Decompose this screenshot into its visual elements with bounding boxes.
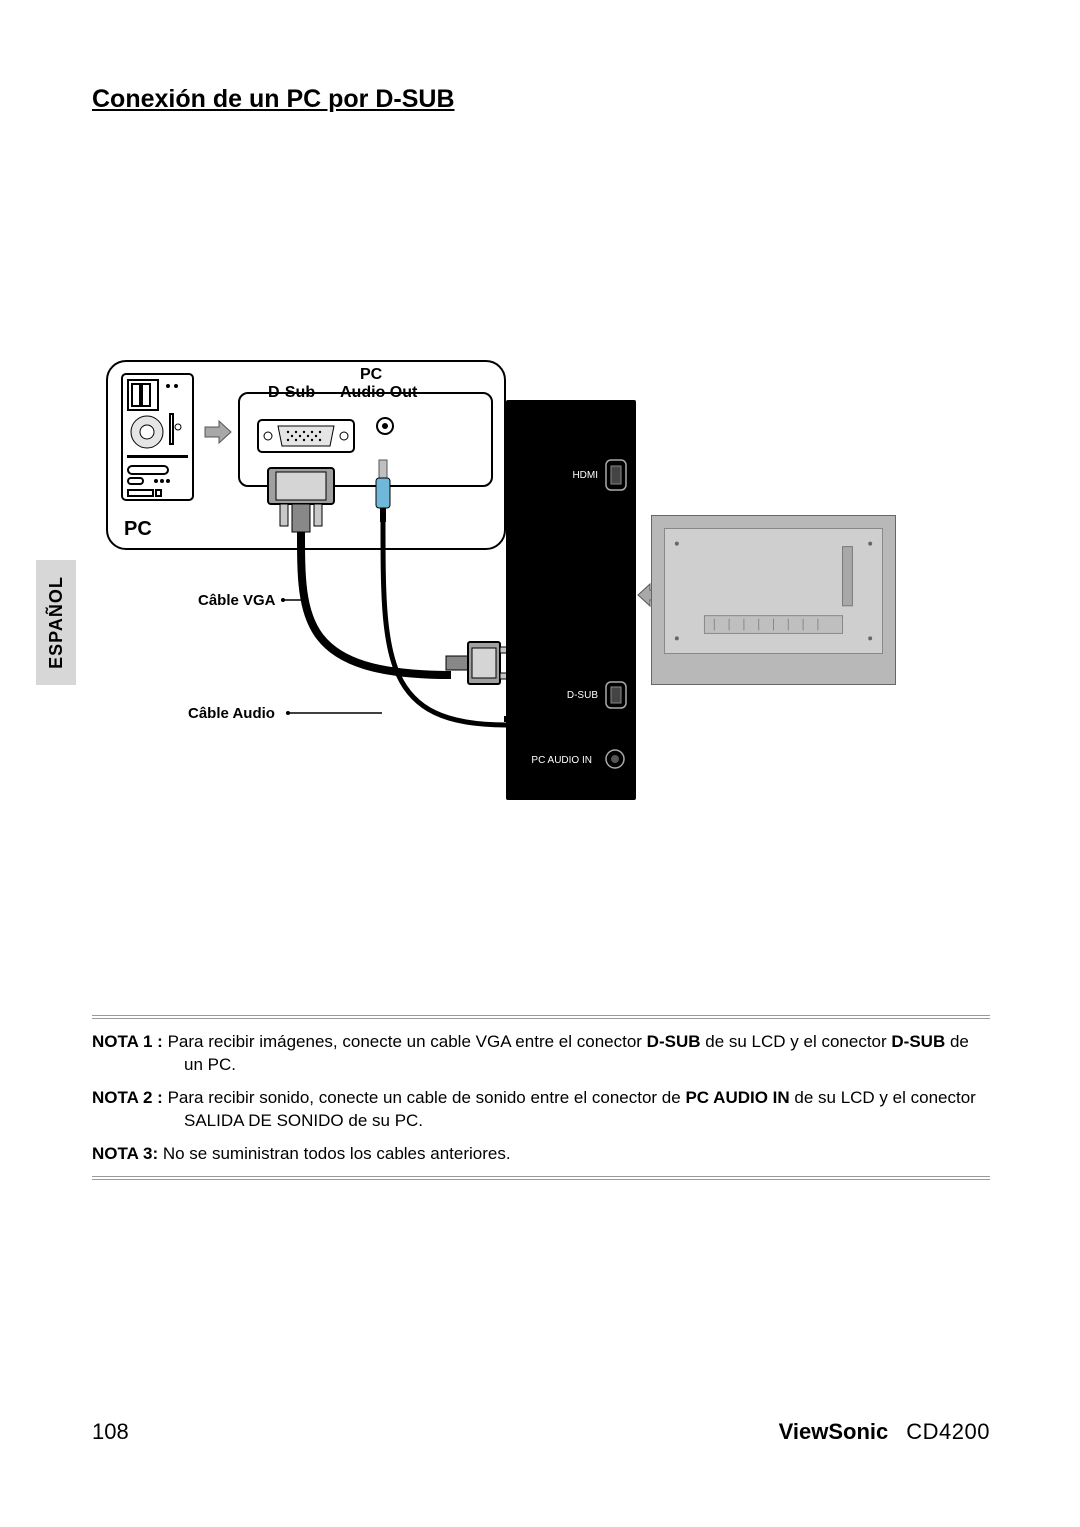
language-tab-label: ESPAÑOL [46, 576, 67, 669]
note-1-text-c: de su LCD y el conector [701, 1032, 892, 1051]
language-tab: ESPAÑOL [36, 560, 76, 685]
pc-audio-in-port-icon [604, 748, 626, 770]
note-1: NOTA 1 : Para recibir imágenes, conecte … [92, 1031, 990, 1077]
divider-line [92, 1176, 990, 1180]
brand-name: ViewSonic [779, 1419, 889, 1444]
note-3-text: No se suministran todos los cables anter… [158, 1144, 510, 1163]
note-2-pcaudio: PC AUDIO IN [685, 1088, 789, 1107]
hdmi-port-icon [604, 458, 628, 492]
note-1-dsub-1: D-SUB [647, 1032, 701, 1051]
footer-brand-model: ViewSonic CD4200 [779, 1419, 990, 1445]
hdmi-port-label: HDMI [572, 470, 598, 481]
model-name: CD4200 [906, 1419, 990, 1444]
page-title: Conexión de un PC por D-SUB [92, 85, 990, 114]
note-2-text-a: Para recibir sonido, conecte un cable de… [163, 1088, 686, 1107]
audio-cable-label: Câble Audio [188, 705, 275, 722]
note-1-text-a: Para recibir imágenes, conecte un cable … [163, 1032, 647, 1051]
note-2-label: NOTA 2 : [92, 1088, 163, 1107]
note-3: NOTA 3: No se suministran todos los cabl… [92, 1143, 990, 1166]
notes-section: NOTA 1 : Para recibir imágenes, conecte … [92, 1015, 990, 1180]
dsub-port-label: D-SUB [567, 690, 598, 701]
page-footer: 108 ViewSonic CD4200 [92, 1419, 990, 1445]
pc-audio-in-label: PC AUDIO IN [531, 755, 592, 766]
note-1-dsub-2: D-SUB [891, 1032, 945, 1051]
vga-cable-label: Câble VGA [198, 592, 276, 609]
note-2: NOTA 2 : Para recibir sonido, conecte un… [92, 1087, 990, 1133]
note-1-label: NOTA 1 : [92, 1032, 163, 1051]
page-number: 108 [92, 1419, 129, 1445]
connection-diagram: PC D-Sub Audio Out [106, 360, 966, 835]
divider-line [92, 1015, 990, 1019]
dsub-port-icon [604, 680, 628, 710]
display-port-panel: HDMI D-SUB PC AUDIO IN [506, 400, 636, 800]
note-3-label: NOTA 3: [92, 1144, 158, 1163]
monitor-rear-view [651, 515, 896, 685]
